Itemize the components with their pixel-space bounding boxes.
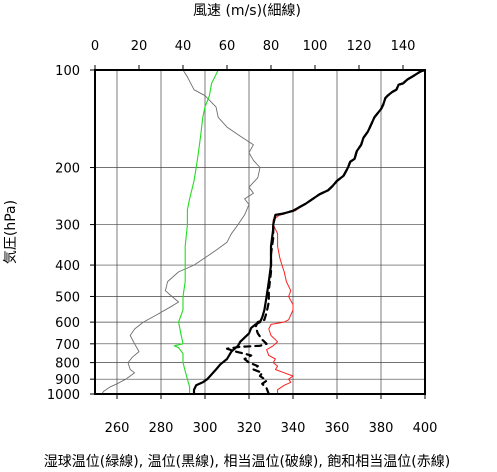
tick-label-left: 100 — [55, 64, 80, 79]
tick-label-left: 700 — [55, 338, 80, 353]
tick-layer: 260 280 300 320 340 360 380 400 0 20 40 60 80 100 120 1… — [47, 39, 438, 436]
tick-label-top: 120 — [347, 39, 372, 54]
tick-label-left: 1000 — [47, 388, 80, 403]
tick-label-left: 500 — [55, 290, 80, 305]
tick-label-top: 40 — [175, 39, 192, 54]
tick-label-bottom: 280 — [149, 421, 174, 436]
series-line-theta — [192, 68, 427, 396]
tick-label-top: 20 — [131, 39, 148, 54]
tick-label-top: 100 — [303, 39, 328, 54]
tick-label-bottom: 260 — [105, 421, 130, 436]
tick-label-bottom: 400 — [413, 421, 438, 436]
series-line-thetae — [225, 68, 427, 396]
top-axis-title: 風速 (m/s)(細線) — [193, 3, 301, 19]
tick-label-top: 80 — [263, 39, 280, 54]
tick-label-top: 60 — [219, 39, 236, 54]
tick-label-left: 400 — [55, 259, 80, 274]
tick-label-left: 800 — [55, 357, 80, 372]
tick-label-left: 200 — [55, 162, 80, 177]
tick-label-bottom: 340 — [281, 421, 306, 436]
tick-label-bottom: 360 — [325, 421, 350, 436]
tick-label-top: 140 — [391, 39, 416, 54]
series-line-wind — [101, 69, 261, 395]
tick-label-left: 600 — [55, 316, 80, 331]
series-layer — [101, 68, 427, 396]
tick-label-bottom: 380 — [369, 421, 394, 436]
tick-label-left: 300 — [55, 219, 80, 234]
tick-label-left: 900 — [55, 373, 80, 388]
tick-label-bottom: 320 — [237, 421, 262, 436]
plot-frame — [94, 69, 426, 395]
left-axis-title: 気圧(hPa) — [3, 200, 19, 264]
bottom-axis-title: 湿球温位(緑線), 温位(黒線), 相当温位(破線), 飽和相当温位(赤線) — [44, 453, 450, 470]
series-line-wetbulb — [173, 69, 219, 395]
series-line-thetaes — [266, 69, 426, 395]
tick-label-bottom: 300 — [193, 421, 218, 436]
tick-label-top: 0 — [91, 39, 99, 54]
